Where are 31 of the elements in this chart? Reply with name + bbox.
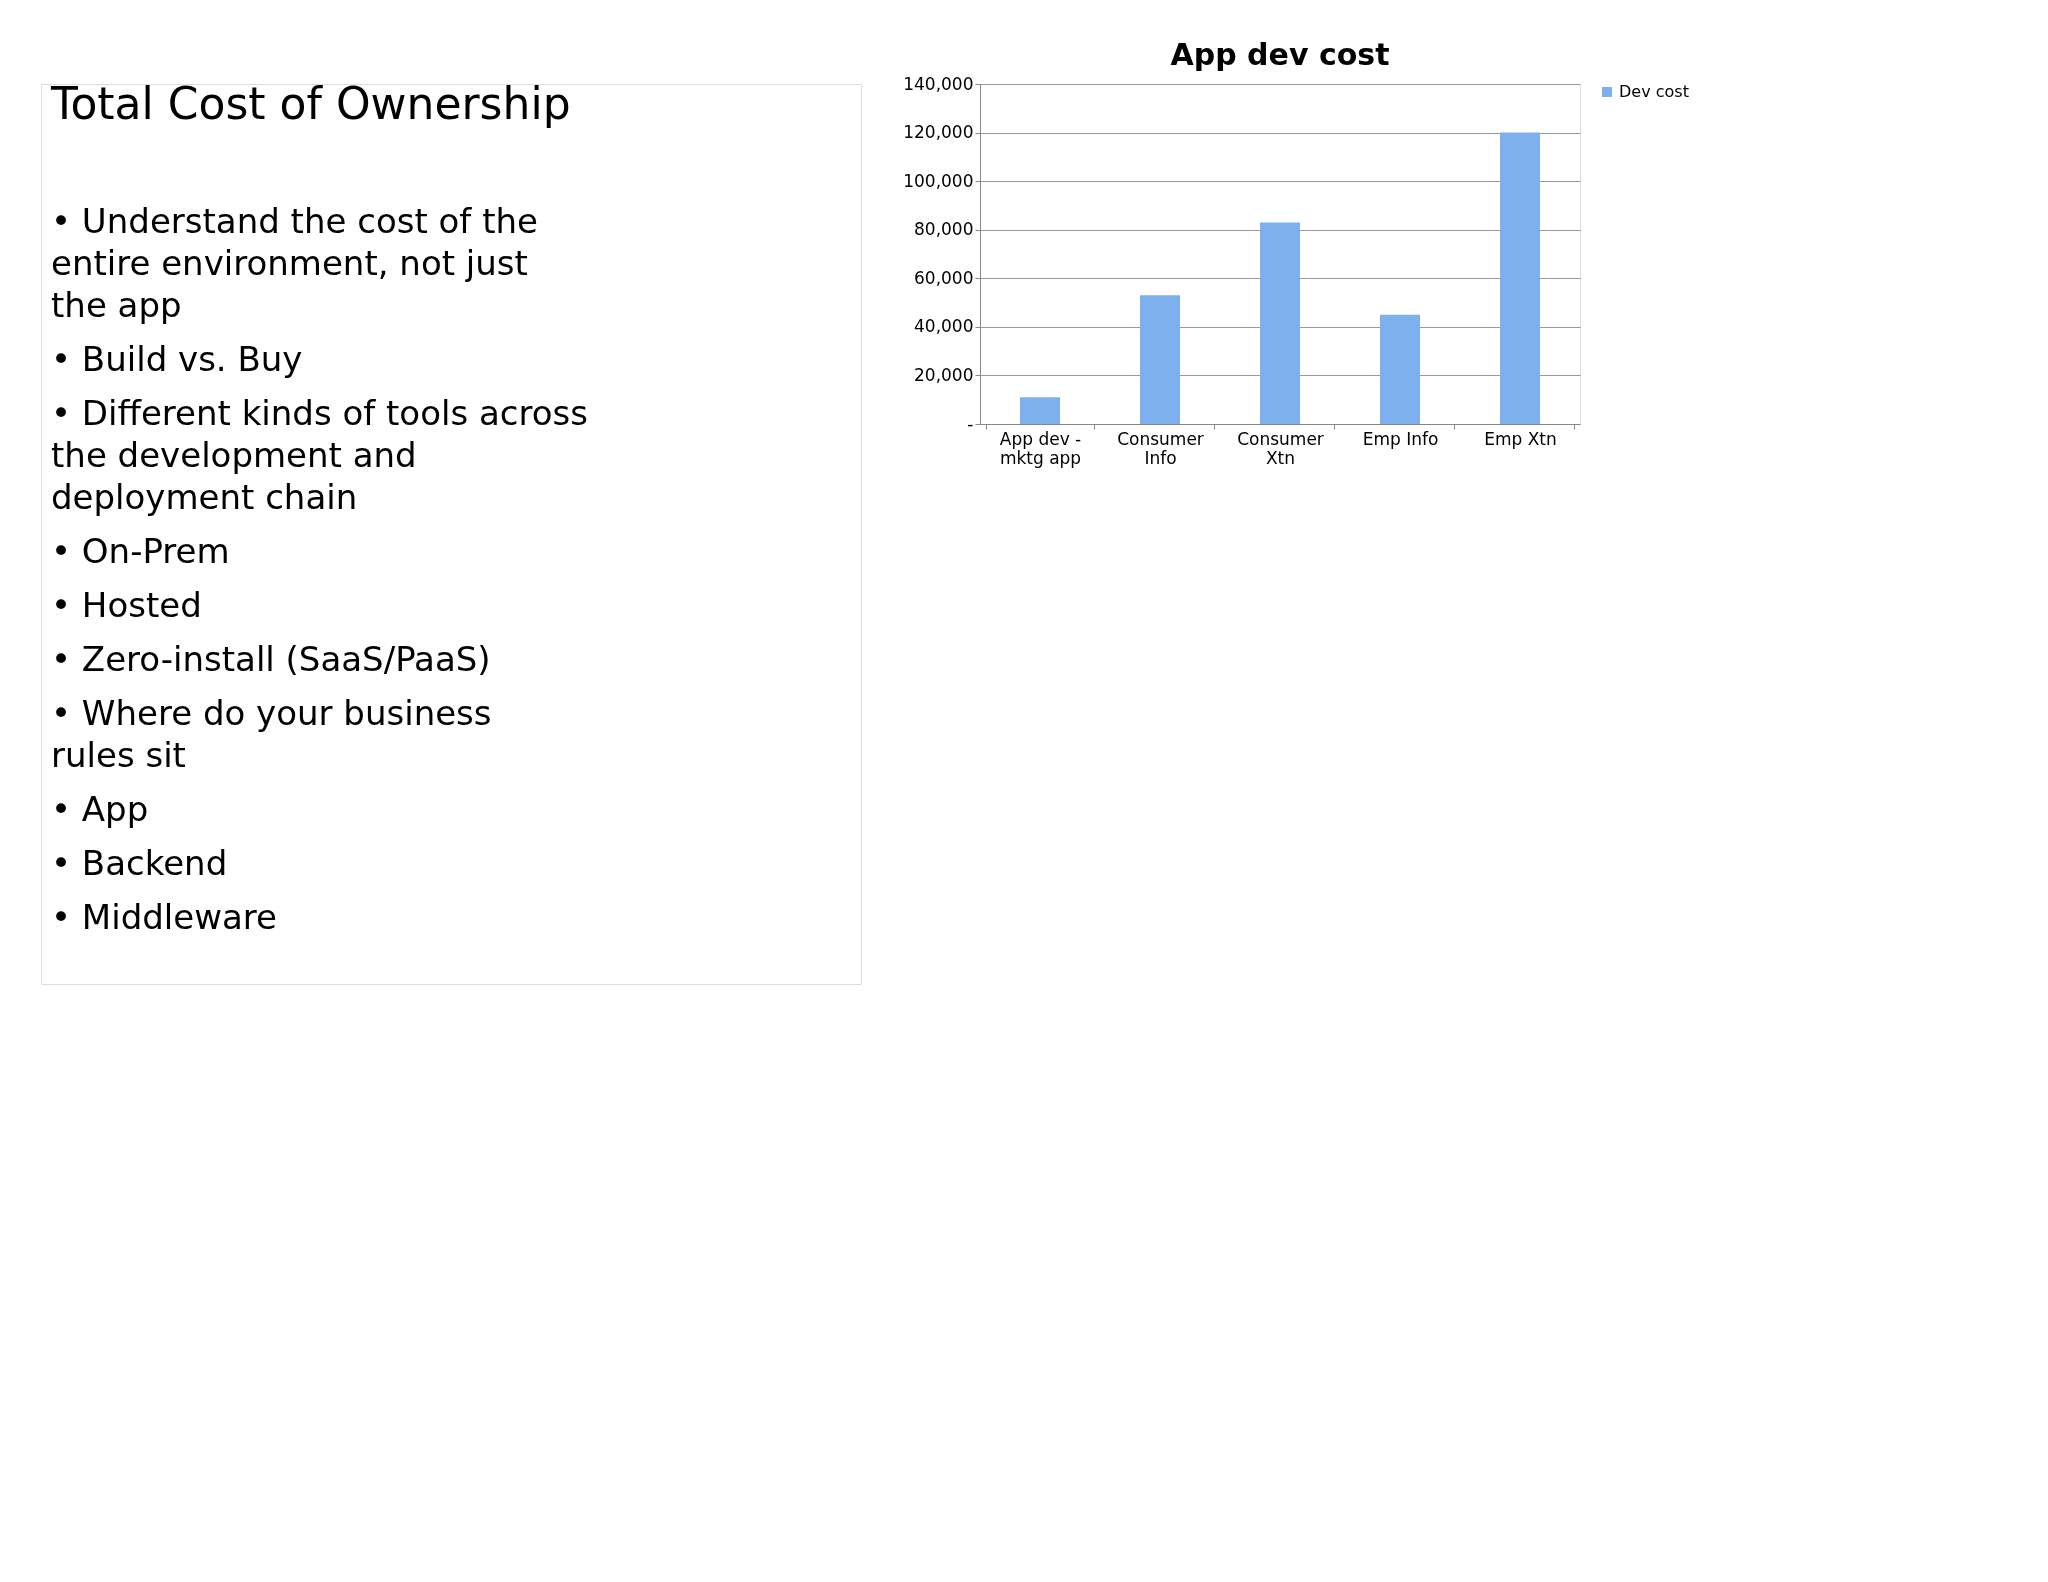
- legend-label: Dev cost: [1619, 82, 1689, 101]
- y-tick-label: 120,000: [903, 122, 974, 143]
- bar: [1260, 222, 1300, 424]
- y-tick-label: 60,000: [914, 267, 974, 288]
- y-tick-label: 40,000: [914, 316, 974, 337]
- bar: [1380, 314, 1420, 424]
- text: • Backend: [51, 843, 228, 883]
- bar: [1500, 132, 1540, 424]
- text: • App: [51, 789, 149, 829]
- x-tick-label: Consumer Info: [1117, 428, 1204, 468]
- text: • Build vs. Buy: [51, 339, 303, 379]
- y-tick-label: 140,000: [903, 73, 974, 94]
- y-tick-label: 80,000: [914, 219, 974, 240]
- text: Total Cost of Ownership: [50, 78, 571, 129]
- chart-title: App dev cost: [1170, 37, 1390, 72]
- x-tick-label: Emp Info: [1362, 428, 1439, 449]
- y-tick-label: 20,000: [914, 364, 974, 385]
- x-tick-label: Emp Xtn: [1484, 428, 1557, 449]
- y-tick-label: -: [967, 413, 974, 434]
- text: • Different kinds of tools across the development and deployment chain: [51, 393, 588, 517]
- y-tick-label: 100,000: [903, 170, 974, 191]
- x-tick-label: App dev - mktg app: [999, 428, 1082, 468]
- text: • Zero-install (SaaS/PaaS): [51, 639, 491, 679]
- text: • Middleware: [51, 897, 277, 937]
- text: • Where do your business rules sit: [51, 693, 492, 775]
- text: • Hosted: [51, 585, 202, 625]
- bar: [1020, 397, 1060, 424]
- text: • On-Prem: [51, 531, 230, 571]
- text: • Understand the cost of the entire environment, not just the app: [51, 201, 538, 325]
- x-tick-label: Consumer Xtn: [1237, 428, 1324, 468]
- bar: [1140, 295, 1180, 424]
